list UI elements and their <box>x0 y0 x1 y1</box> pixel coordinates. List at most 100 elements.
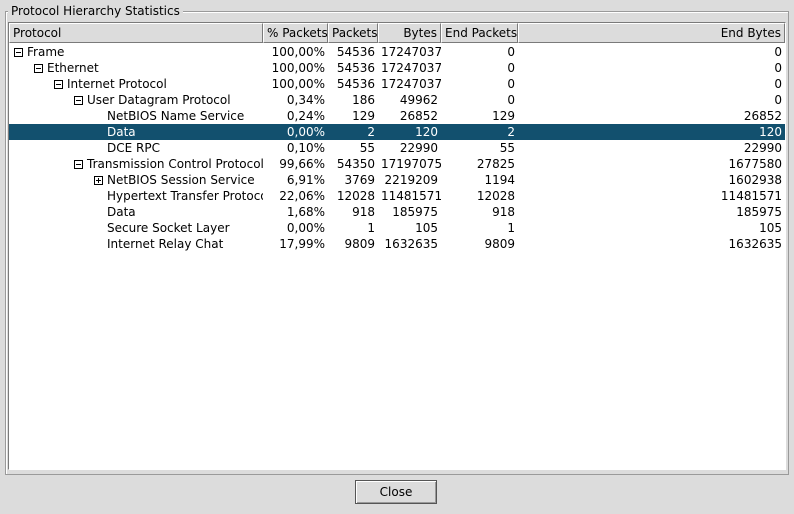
end-bytes-cell: 1602938 <box>728 173 782 187</box>
leaf-indent <box>94 144 103 153</box>
packets-cell: 186 <box>352 93 375 107</box>
protocol-hierarchy-group <box>5 11 789 475</box>
end-packets-cell: 2 <box>507 125 515 139</box>
end-bytes-cell: 1632635 <box>728 237 782 251</box>
protocol-cell: User Datagram Protocol <box>9 92 263 108</box>
end-packets-cell: 1 <box>507 221 515 235</box>
pct-cell: 0,10% <box>286 141 325 155</box>
column-header-protocol[interactable]: Protocol <box>9 23 263 43</box>
protocol-cell: Data <box>9 204 263 220</box>
pct-cell: 0,34% <box>286 93 325 107</box>
protocol-cell: NetBIOS Session Service <box>9 172 263 188</box>
expand-icon[interactable] <box>94 175 103 185</box>
table-row[interactable]: Data 0,00% 2 120 2 120 <box>9 124 785 140</box>
table-row[interactable]: NetBIOS Session Service 6,91% 3769 2219209 1… <box>9 172 785 188</box>
protocol-name: Ethernet <box>47 61 99 75</box>
table-row[interactable]: Secure Socket Layer 0,00% 1 105 1 105 <box>9 220 785 236</box>
packets-cell: 3769 <box>344 173 375 187</box>
table-body: Frame 100,00% 54536 17247037 0 0 Ethernet 100,0… <box>9 44 785 252</box>
bytes-cell: 11481571 <box>381 189 441 203</box>
end-bytes-cell: 105 <box>759 221 782 235</box>
bytes-cell: 2219209 <box>384 173 438 187</box>
table-row[interactable]: Frame 100,00% 54536 17247037 0 0 <box>9 44 785 60</box>
bytes-cell: 120 <box>415 125 438 139</box>
protocol-name: Transmission Control Protocol <box>87 157 263 171</box>
end-bytes-cell: 120 <box>759 125 782 139</box>
protocol-name: Hypertext Transfer Protocol <box>107 189 263 203</box>
table-row[interactable]: Internet Relay Chat 17,99% 9809 1632635 9809… <box>9 236 785 252</box>
packets-cell: 12028 <box>336 189 375 203</box>
table-row[interactable]: Hypertext Transfer Protocol 22,06% 12028 11… <box>9 188 785 204</box>
table-row[interactable]: DCE RPC 0,10% 55 22990 55 22990 <box>9 140 785 156</box>
protocol-cell: Data <box>9 124 263 140</box>
collapse-icon[interactable] <box>74 159 83 169</box>
bytes-cell: 185975 <box>392 205 438 219</box>
column-header-bytes[interactable]: Bytes <box>378 23 441 43</box>
bytes-cell: 17247037 <box>381 61 441 75</box>
table-row[interactable]: Ethernet 100,00% 54536 17247037 0 0 <box>9 60 785 76</box>
end-packets-cell: 27825 <box>476 157 515 171</box>
close-button[interactable]: Close <box>355 480 437 504</box>
protocol-name: Internet Protocol <box>67 77 167 91</box>
end-packets-cell: 9809 <box>484 237 515 251</box>
protocol-name: NetBIOS Session Service <box>107 173 255 187</box>
protocol-hierarchy-table[interactable]: Protocol % Packets Packets Bytes End Pac… <box>8 22 786 470</box>
protocol-cell: Internet Protocol <box>9 76 263 92</box>
protocol-name: Frame <box>27 45 65 59</box>
pct-cell: 17,99% <box>279 237 325 251</box>
end-bytes-cell: 26852 <box>743 109 782 123</box>
table-row[interactable]: Internet Protocol 100,00% 54536 17247037 0 0 <box>9 76 785 92</box>
pct-cell: 100,00% <box>271 61 325 75</box>
column-header-packets[interactable]: Packets <box>328 23 378 43</box>
bytes-cell: 49962 <box>399 93 438 107</box>
packets-cell: 55 <box>359 141 375 155</box>
table-row[interactable]: NetBIOS Name Service 0,24% 129 26852 129 2685… <box>9 108 785 124</box>
end-bytes-cell: 0 <box>774 77 782 91</box>
protocol-name: Secure Socket Layer <box>107 221 230 235</box>
pct-cell: 100,00% <box>271 45 325 59</box>
protocol-name: Data <box>107 125 136 139</box>
protocol-cell: Hypertext Transfer Protocol <box>9 188 263 204</box>
protocol-name: DCE RPC <box>107 141 160 155</box>
bytes-cell: 17197075 <box>381 157 441 171</box>
table-row[interactable]: User Datagram Protocol 0,34% 186 49962 0 0 <box>9 92 785 108</box>
collapse-icon[interactable] <box>14 47 23 57</box>
protocol-name: NetBIOS Name Service <box>107 109 245 123</box>
table-row[interactable]: Data 1,68% 918 185975 918 185975 <box>9 204 785 220</box>
end-bytes-cell: 0 <box>774 61 782 75</box>
column-header-pct-packets[interactable]: % Packets <box>263 23 328 43</box>
packets-cell: 54536 <box>336 77 375 91</box>
packets-cell: 9809 <box>344 237 375 251</box>
leaf-indent <box>94 112 103 121</box>
collapse-icon[interactable] <box>54 79 63 89</box>
protocol-name: Internet Relay Chat <box>107 237 224 251</box>
end-bytes-cell: 22990 <box>743 141 782 155</box>
leaf-indent <box>94 128 103 137</box>
leaf-indent <box>94 192 103 201</box>
close-button-label: Close <box>379 485 413 499</box>
collapse-icon[interactable] <box>74 95 83 105</box>
table-row[interactable]: Transmission Control Protocol 99,66% 54350… <box>9 156 785 172</box>
protocol-cell: Internet Relay Chat <box>9 236 263 252</box>
packets-cell: 54536 <box>336 61 375 75</box>
collapse-icon[interactable] <box>34 63 43 73</box>
bytes-cell: 17247037 <box>381 45 441 59</box>
column-header-end-bytes[interactable]: End Bytes <box>518 23 785 43</box>
pct-cell: 100,00% <box>271 77 325 91</box>
end-bytes-cell: 0 <box>774 45 782 59</box>
end-bytes-cell: 0 <box>774 93 782 107</box>
end-bytes-cell: 11481571 <box>720 189 782 203</box>
bytes-cell: 26852 <box>399 109 438 123</box>
column-header-end-packets[interactable]: End Packets <box>441 23 518 43</box>
end-packets-cell: 0 <box>507 61 515 75</box>
group-title: Protocol Hierarchy Statistics <box>8 4 183 18</box>
leaf-indent <box>94 224 103 233</box>
protocol-cell: Transmission Control Protocol <box>9 156 263 172</box>
packets-cell: 54350 <box>336 157 375 171</box>
pct-cell: 6,91% <box>286 173 325 187</box>
pct-cell: 0,00% <box>286 125 325 139</box>
end-packets-cell: 0 <box>507 45 515 59</box>
end-bytes-cell: 1677580 <box>728 157 782 171</box>
pct-cell: 1,68% <box>286 205 325 219</box>
pct-cell: 22,06% <box>279 189 325 203</box>
